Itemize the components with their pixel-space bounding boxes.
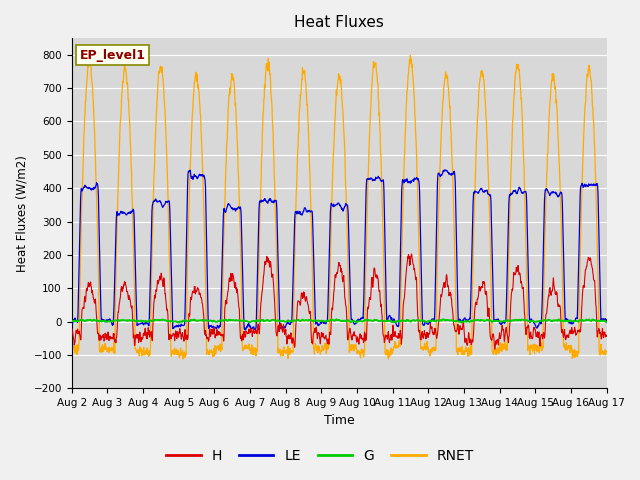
- Title: Heat Fluxes: Heat Fluxes: [294, 15, 384, 30]
- Legend: H, LE, G, RNET: H, LE, G, RNET: [161, 443, 479, 468]
- X-axis label: Time: Time: [324, 414, 355, 427]
- Text: EP_level1: EP_level1: [79, 48, 146, 61]
- Y-axis label: Heat Fluxes (W/m2): Heat Fluxes (W/m2): [15, 155, 28, 272]
